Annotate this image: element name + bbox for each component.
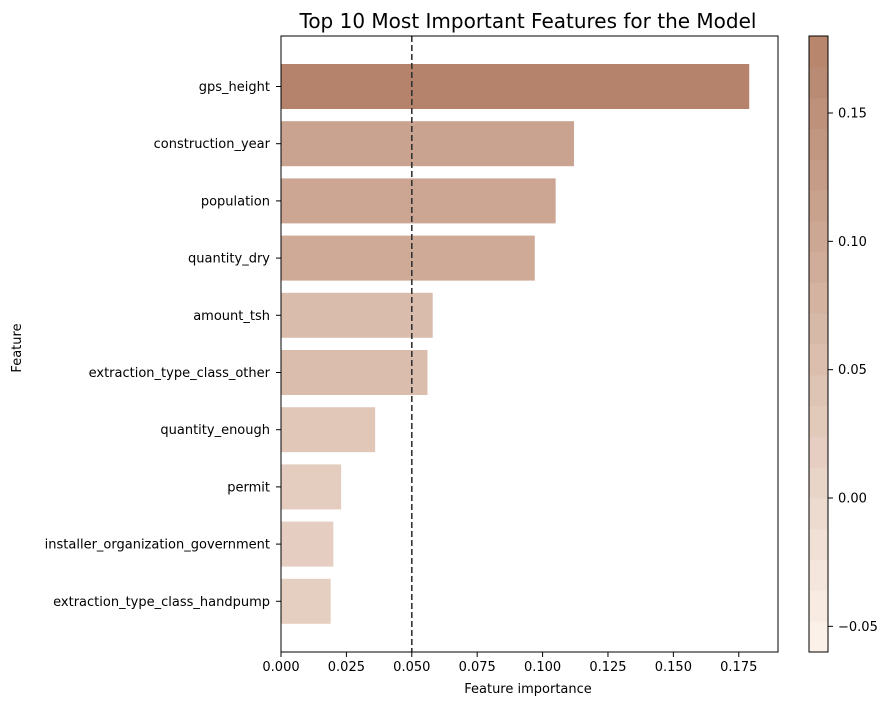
bar-extraction_type_class_handpump — [281, 578, 331, 624]
colorbar-segment — [809, 97, 828, 129]
colorbar-segment — [809, 405, 828, 437]
x-axis-label: Feature importance — [464, 682, 592, 697]
colorbar-segment — [809, 190, 828, 222]
x-tick-label: 0.150 — [655, 660, 692, 675]
colorbar-segment — [809, 344, 828, 376]
y-tick-label: extraction_type_class_handpump — [53, 595, 270, 610]
colorbar-tick-label: 0.05 — [838, 363, 867, 378]
plot-frame — [280, 35, 779, 653]
colorbar-tick-label: 0.00 — [838, 492, 867, 507]
bar-installer_organization_government — [281, 521, 334, 567]
colorbar-segment — [809, 220, 828, 253]
colorbar-segment — [809, 159, 828, 191]
colorbar-tick-label: 0.15 — [838, 107, 867, 122]
colorbar-segment — [809, 282, 828, 314]
colorbar-segment — [809, 559, 828, 591]
plot-area: gps_height construction_year population qua… — [45, 35, 779, 675]
colorbar-segment — [809, 436, 828, 468]
x-tick-label: 0.000 — [262, 660, 299, 675]
colorbar-tick-label: −0.05 — [838, 620, 878, 635]
colorbar-segment — [809, 313, 828, 345]
colorbar-segment — [809, 36, 828, 68]
colorbar: 0.15 0.10 0.05 0.00 −0.05 — [808, 35, 878, 653]
colorbar-segment — [809, 467, 828, 499]
y-tick-label: installer_organization_government — [45, 538, 270, 553]
x-tick-label: 0.050 — [393, 660, 430, 675]
y-tick-label: population — [201, 194, 270, 209]
y-tick-label: amount_tsh — [193, 309, 270, 324]
colorbar-segment — [809, 590, 828, 622]
bar-construction_year — [281, 121, 574, 167]
colorbar-frame — [808, 35, 829, 653]
bar-quantity_dry — [281, 235, 535, 281]
x-tick-label: 0.125 — [589, 660, 626, 675]
bar-amount_tsh — [281, 292, 433, 338]
colorbar-segment — [809, 528, 828, 561]
chart-title: Top 10 Most Important Features for the M… — [299, 9, 757, 33]
bar-extraction_type_class_other — [281, 350, 428, 395]
y-tick-label: gps_height — [199, 80, 270, 95]
colorbar-segment — [809, 621, 828, 653]
y-tick-label: quantity_dry — [188, 252, 270, 267]
y-tick-label: construction_year — [154, 137, 271, 152]
bar-quantity_enough — [281, 407, 376, 453]
x-tick-label: 0.075 — [459, 660, 496, 675]
x-tick-label: 0.025 — [328, 660, 365, 675]
x-tick-label: 0.175 — [720, 660, 757, 675]
colorbar-segment — [809, 66, 828, 99]
bar-population — [281, 178, 556, 224]
x-tick-label: 0.100 — [524, 660, 561, 675]
bar-gps_height — [281, 64, 750, 109]
colorbar-segment — [809, 374, 828, 407]
y-tick-label: permit — [227, 480, 270, 495]
colorbar-tick-label: 0.10 — [838, 235, 867, 250]
y-axis-label: Feature — [10, 323, 25, 372]
bar-permit — [281, 464, 342, 510]
colorbar-segment — [809, 498, 828, 530]
y-tick-label: quantity_enough — [160, 423, 270, 438]
colorbar-segment — [809, 128, 828, 160]
colorbar-segment — [809, 251, 828, 283]
y-tick-label: extraction_type_class_other — [89, 366, 271, 381]
